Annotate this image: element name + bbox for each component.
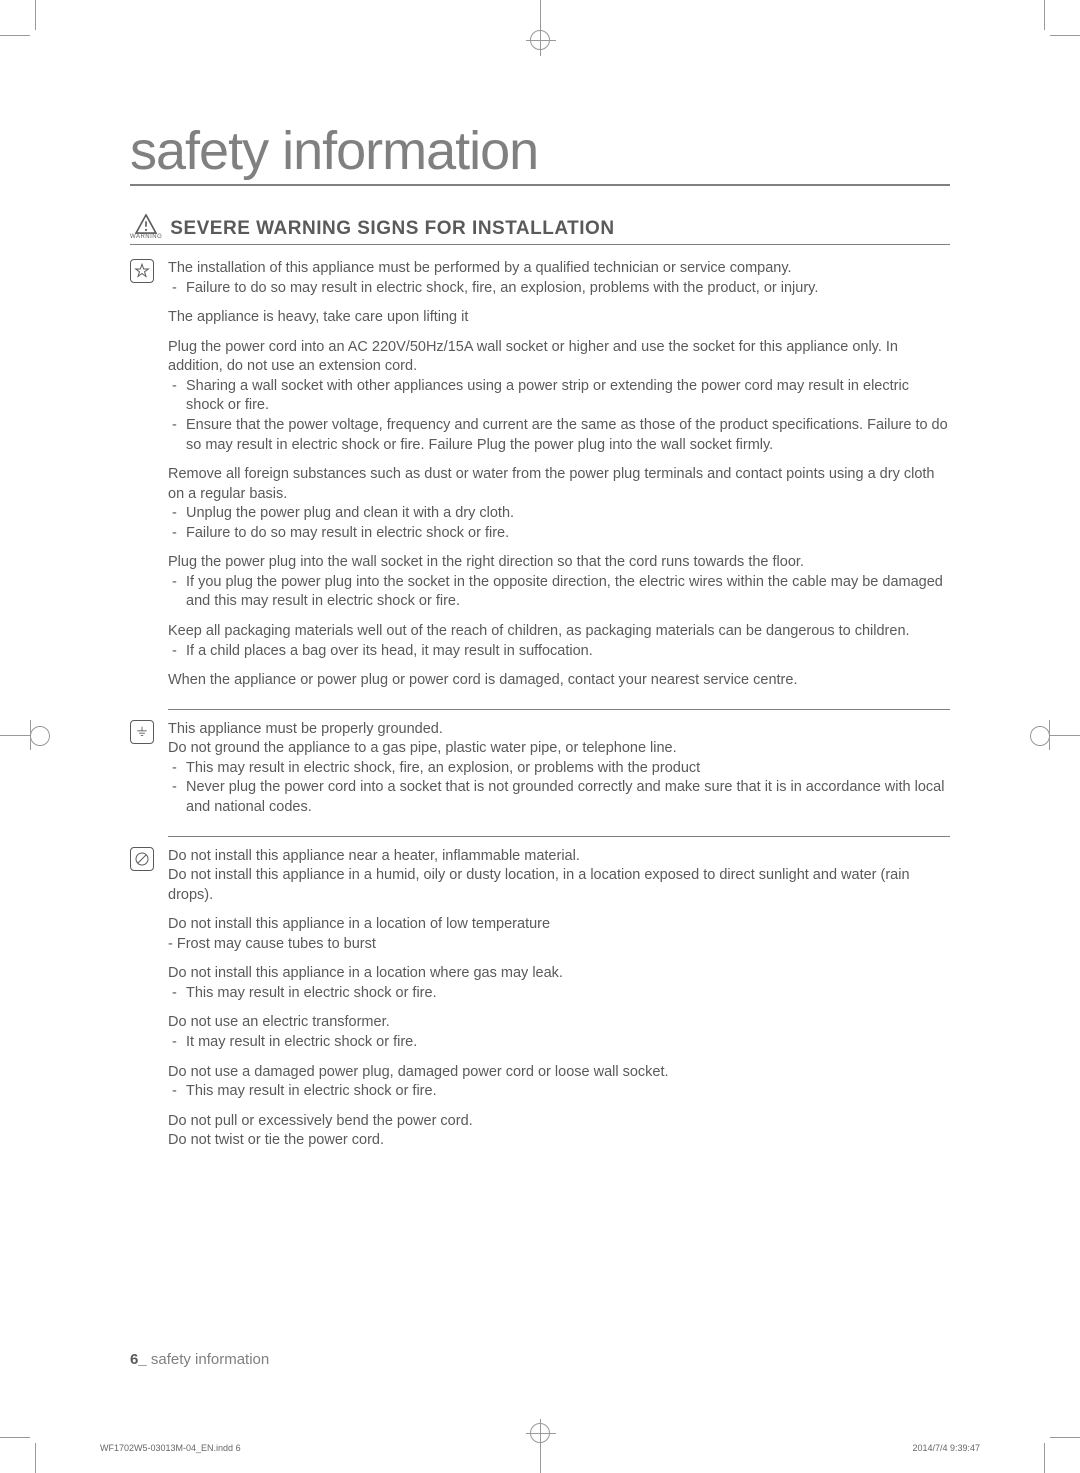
body-text: Never plug the power cord into a socket … — [168, 778, 950, 817]
instruction-block: This appliance must be properly grounded… — [130, 720, 950, 828]
body-text: If you plug the power plug into the sock… — [168, 573, 950, 612]
star-icon — [130, 259, 154, 283]
crop-register — [1030, 726, 1050, 746]
body-text: If a child places a bag over its head, i… — [168, 642, 950, 662]
divider — [168, 709, 950, 710]
crop-register — [30, 726, 50, 746]
instruction-block: The installation of this appliance must … — [130, 259, 950, 701]
body-text: - Frost may cause tubes to burst — [168, 935, 950, 955]
body-text: The appliance is heavy, take care upon l… — [168, 308, 950, 328]
body-text: Failure to do so may result in electric … — [168, 524, 950, 544]
page-title: safety information — [130, 120, 950, 186]
page-content: safety information WARNING SEVERE WARNIN… — [130, 120, 950, 1159]
body-text: Do not install this appliance in a humid… — [168, 866, 950, 905]
crop-corner — [1015, 1408, 1045, 1438]
body-text: Plug the power cord into an AC 220V/50Hz… — [168, 339, 898, 375]
body-text: Do not install this appliance in a locat… — [168, 916, 550, 932]
body-text: This may result in electric shock or fir… — [168, 984, 950, 1004]
warning-label: WARNING — [130, 234, 162, 240]
body-text: Ensure that the power voltage, frequency… — [168, 416, 950, 455]
instruction-block: Do not install this appliance near a hea… — [130, 847, 950, 1151]
page-footer: 6_ safety information — [130, 1351, 269, 1368]
content-body: The installation of this appliance must … — [130, 259, 950, 1151]
ground-icon — [130, 720, 154, 744]
body-text: Do not use an electric transformer. — [168, 1014, 390, 1030]
body-text: Do not install this appliance near a hea… — [168, 847, 950, 867]
page-number: 6_ — [130, 1351, 147, 1368]
crop-corner — [1015, 35, 1045, 65]
body-text: It may result in electric shock or fire. — [168, 1033, 950, 1053]
crop-mark — [0, 735, 30, 736]
prohibit-icon — [130, 847, 154, 871]
divider — [168, 836, 950, 837]
body-text: The installation of this appliance must … — [168, 260, 792, 276]
body-text: Do not install this appliance in a locat… — [168, 965, 563, 981]
body-text: This may result in electric shock or fir… — [168, 1082, 950, 1102]
warning-icon: WARNING — [130, 214, 162, 240]
body-text: Plug the power plug into the wall socket… — [168, 554, 804, 570]
print-filename: WF1702W5-03013M-04_EN.indd 6 — [100, 1443, 241, 1453]
crop-corner — [35, 1408, 65, 1438]
body-text: Sharing a wall socket with other applian… — [168, 377, 950, 416]
body-text: Remove all foreign substances such as du… — [168, 466, 934, 502]
body-text: This appliance must be properly grounded… — [168, 720, 950, 740]
body-text: When the appliance or power plug or powe… — [168, 671, 950, 691]
body-text: Do not use a damaged power plug, damaged… — [168, 1064, 669, 1080]
crop-corner — [35, 35, 65, 65]
body-text: Unplug the power plug and clean it with … — [168, 504, 950, 524]
section-heading: SEVERE WARNING SIGNS FOR INSTALLATION — [170, 218, 614, 240]
body-text: Do not pull or excessively bend the powe… — [168, 1112, 950, 1132]
body-text: Failure to do so may result in electric … — [168, 279, 950, 299]
crop-mark — [1050, 735, 1080, 736]
crop-register — [530, 1423, 550, 1443]
body-text: This may result in electric shock, fire,… — [168, 759, 950, 779]
body-text: Keep all packaging materials well out of… — [168, 623, 910, 639]
section-header: WARNING SEVERE WARNING SIGNS FOR INSTALL… — [130, 214, 950, 245]
print-timestamp: 2014/7/4 9:39:47 — [912, 1443, 980, 1453]
body-text: Do not ground the appliance to a gas pip… — [168, 740, 677, 756]
crop-register — [530, 30, 550, 50]
footer-section: safety information — [147, 1351, 270, 1368]
body-text: Do not twist or tie the power cord. — [168, 1131, 950, 1151]
